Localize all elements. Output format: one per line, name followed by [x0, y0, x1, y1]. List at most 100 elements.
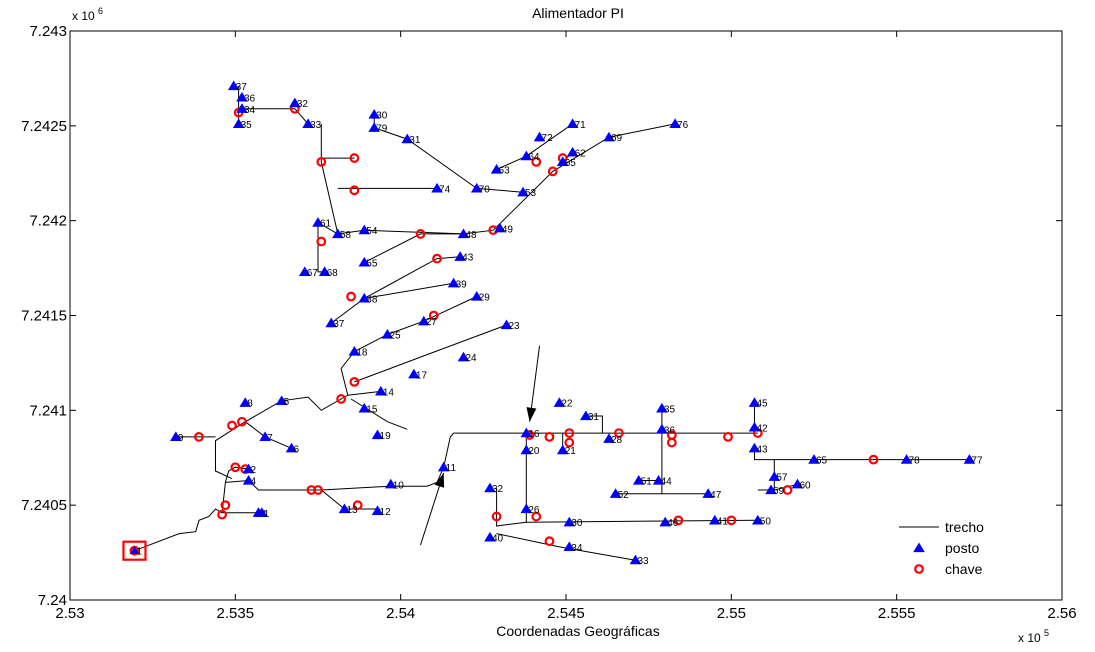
posto-marker — [401, 133, 414, 144]
posto-label: 36 — [244, 93, 256, 104]
x-tick-label: 2.55 — [717, 605, 746, 622]
posto-marker — [748, 442, 761, 453]
posto-label: 49 — [502, 224, 514, 235]
trecho-line — [320, 123, 339, 235]
posto-marker — [556, 444, 569, 455]
posto-label: 17 — [416, 370, 428, 381]
posto-label: 31 — [588, 412, 600, 423]
posto-marker — [298, 266, 311, 277]
y-tick-label: 7.2405 — [21, 497, 67, 514]
trecho-line — [526, 123, 573, 157]
chave-marker — [868, 454, 879, 465]
posto-marker — [748, 397, 761, 407]
posto-marker — [566, 118, 579, 129]
posto-label: 52 — [618, 490, 630, 501]
posto-label: 27 — [426, 317, 438, 328]
posto-label: 30 — [376, 110, 388, 121]
x-multiplier-label: x 10 5 — [1018, 628, 1049, 645]
posto-label: 29 — [479, 293, 491, 304]
posto-marker — [285, 442, 298, 453]
chave-marker — [491, 511, 502, 522]
posto-label: 25 — [389, 330, 401, 341]
trecho-line — [525, 433, 758, 523]
posto-marker — [236, 91, 248, 102]
x-tick-label: 2.545 — [547, 605, 585, 622]
posto-label: 26 — [528, 505, 540, 516]
posto-marker — [371, 505, 384, 515]
posto-label: 7 — [267, 433, 273, 444]
posto-marker — [563, 516, 576, 527]
posto-marker — [375, 385, 387, 396]
posto-label: 44 — [661, 477, 673, 488]
posto-label: 54 — [366, 226, 378, 237]
posto-marker — [669, 118, 681, 129]
posto-label: 43 — [462, 253, 474, 264]
posto-marker — [520, 427, 533, 438]
posto-label: 13 — [346, 505, 358, 516]
posto-label: 65 — [565, 158, 577, 169]
legend-label: chave — [945, 561, 983, 577]
posto-label: 74 — [439, 184, 451, 195]
chave-marker — [782, 485, 793, 495]
chave-marker — [544, 536, 555, 547]
posto-marker — [454, 251, 466, 261]
chave-marker — [547, 166, 558, 177]
posto-marker — [318, 266, 331, 277]
posto-marker — [437, 461, 450, 472]
chave-marker — [237, 416, 247, 427]
chave-marker — [726, 515, 737, 526]
posto-label: 51 — [641, 477, 653, 488]
posto-marker — [408, 368, 420, 379]
x-multiplier-exponent: 5 — [1044, 628, 1049, 638]
posto-marker — [275, 395, 288, 405]
posto-marker — [470, 182, 483, 193]
chave-marker — [217, 509, 228, 520]
y-multiplier-base: x 10 — [72, 9, 95, 23]
trecho-line — [496, 155, 527, 170]
posto-marker — [520, 503, 533, 514]
posto-label: 77 — [971, 456, 983, 467]
posto-marker — [232, 118, 245, 129]
posto-label: 18 — [356, 348, 368, 359]
chave-marker — [614, 428, 624, 438]
y-tick-label: 7.242 — [29, 213, 67, 230]
posto-label: 33 — [637, 556, 649, 567]
chave-marker — [531, 156, 542, 167]
posto-marker — [500, 319, 513, 330]
posto-label: 37 — [236, 82, 248, 93]
posto-label: 20 — [528, 446, 540, 457]
chave-marker — [336, 394, 347, 404]
posto-marker — [533, 131, 546, 142]
trecho-line — [364, 256, 461, 299]
chave-marker — [531, 511, 542, 522]
posto-label: 68 — [327, 268, 339, 279]
posto-marker — [808, 454, 820, 464]
posto-marker — [368, 122, 380, 132]
posto-marker — [431, 182, 443, 193]
posto-marker — [418, 315, 430, 326]
posto-label: 62 — [575, 148, 587, 159]
posto-marker — [900, 454, 913, 464]
posto-label: 63 — [499, 165, 511, 176]
posto-label: 30 — [571, 518, 583, 529]
posto-label: 12 — [380, 507, 392, 518]
posto-label: 79 — [376, 124, 388, 135]
posto-label: 36 — [664, 425, 676, 436]
posto-marker — [603, 131, 615, 142]
chave-marker — [230, 462, 241, 473]
chave-marker — [415, 229, 426, 239]
y-tick-label: 7.243 — [29, 23, 67, 40]
trecho-line — [476, 187, 524, 193]
posto-label: 53 — [525, 188, 537, 199]
posto-marker — [358, 256, 371, 267]
chart-title: Alimentador PI — [532, 5, 624, 21]
posto-marker — [656, 423, 668, 434]
posto-marker — [580, 410, 592, 421]
chave-marker — [227, 420, 237, 431]
posto-marker — [484, 482, 496, 493]
legend-triangle-symbol — [913, 542, 925, 553]
posto-marker — [371, 429, 384, 440]
chave-marker — [349, 376, 360, 387]
posto-label: 70 — [479, 184, 491, 195]
posto-marker — [470, 291, 483, 301]
